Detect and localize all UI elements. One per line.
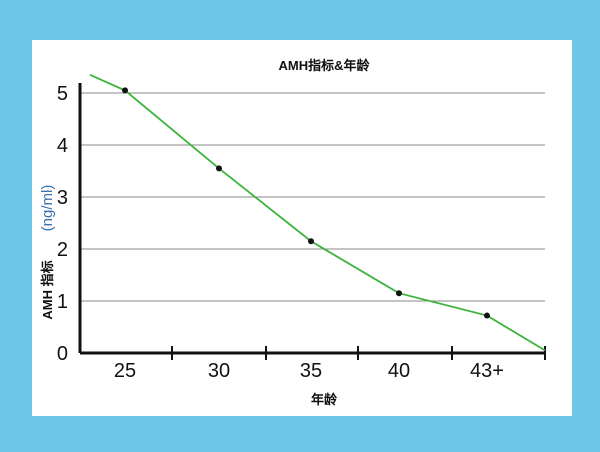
data-point-35 xyxy=(308,238,314,245)
chart-panel: AMH指标&年龄 0 1 2 3 4 5 25 30 35 40 43+ 年龄 AMH 指标 (n… xyxy=(32,40,572,416)
x-tick-labels: 25 30 35 40 43+ xyxy=(114,360,504,382)
y-axis-title: AMH 指标 xyxy=(40,260,55,319)
axes xyxy=(78,83,546,360)
chart-title: AMH指标&年龄 xyxy=(279,58,371,73)
amh-age-line-chart: AMH指标&年龄 0 1 2 3 4 5 25 30 35 40 43+ 年龄 AMH 指标 (n… xyxy=(39,58,546,407)
x-axis-title: 年龄 xyxy=(311,392,338,407)
y-axis-unit: (ng/ml) xyxy=(39,185,56,232)
y-tick-label-3: 3 xyxy=(57,187,68,209)
series-group xyxy=(89,73,546,352)
x-tick-label-30: 30 xyxy=(208,360,230,382)
data-point-40 xyxy=(396,290,402,297)
y-tick-label-4: 4 xyxy=(57,135,68,157)
data-point-43+ xyxy=(484,312,490,319)
grid-lines xyxy=(80,92,545,302)
x-tick-label-35: 35 xyxy=(300,360,322,382)
y-tick-label-0: 0 xyxy=(57,343,68,365)
y-tick-labels: 0 1 2 3 4 5 xyxy=(57,83,68,365)
y-tick-label-1: 1 xyxy=(57,291,68,313)
x-tick-label-25: 25 xyxy=(114,360,136,382)
y-tick-label-2: 2 xyxy=(57,239,68,261)
data-point-25 xyxy=(122,87,128,94)
series-line-0 xyxy=(89,73,546,352)
data-point-30 xyxy=(216,165,222,172)
y-axis-title-group: AMH 指标 (ng/ml) xyxy=(39,185,56,320)
x-tick-label-40: 40 xyxy=(388,360,410,382)
y-tick-label-5: 5 xyxy=(57,83,68,105)
x-tick-label-43+: 43+ xyxy=(470,360,504,382)
